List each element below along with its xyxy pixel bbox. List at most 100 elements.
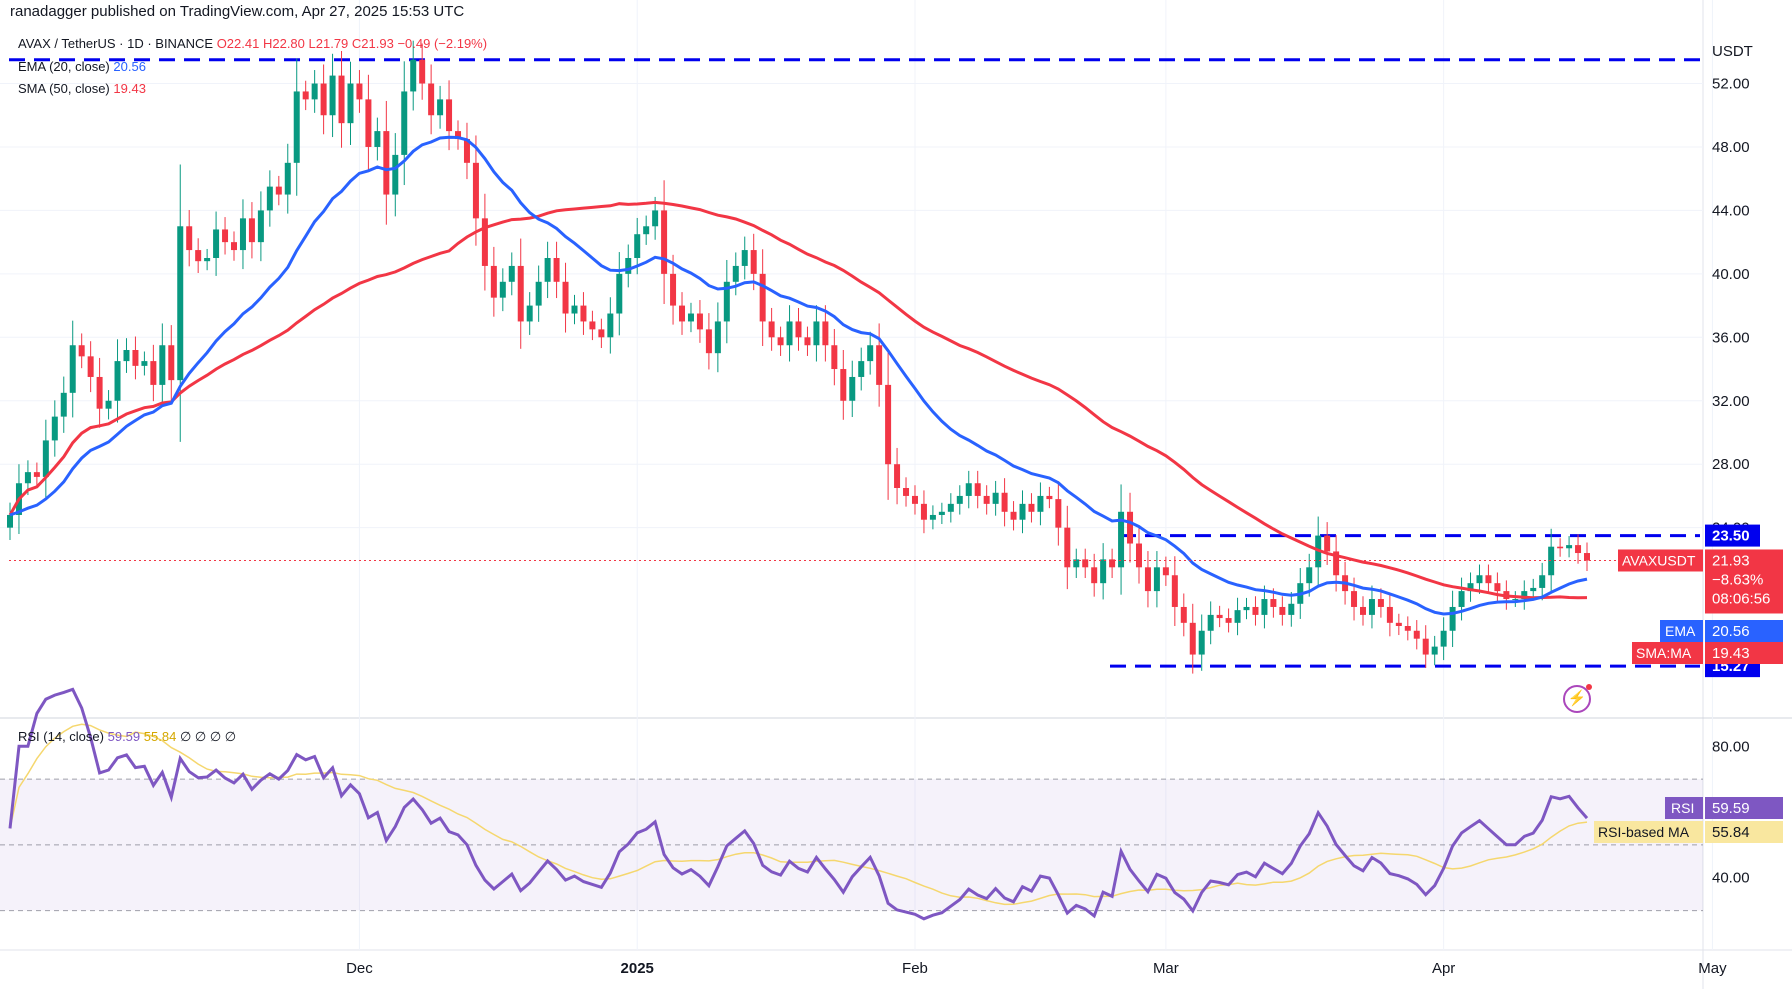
lightning-icon[interactable]: ⚡ bbox=[1563, 684, 1592, 713]
sma-legend-value: 19.43 bbox=[113, 81, 146, 96]
candle-body bbox=[1539, 575, 1546, 588]
candle-body bbox=[777, 337, 784, 346]
rsi-tag-label-bg bbox=[1665, 797, 1703, 819]
candle-body bbox=[903, 488, 910, 496]
candle-body bbox=[1135, 543, 1142, 568]
candle-body bbox=[222, 229, 229, 243]
candle-body bbox=[992, 492, 999, 504]
sma-tag-label: SMA:MA bbox=[1636, 645, 1692, 661]
candle-body bbox=[437, 99, 444, 116]
price-tick-label: 28.00 bbox=[1712, 456, 1750, 473]
candle-body bbox=[302, 91, 309, 100]
rsi-legend[interactable]: RSI (14, close) 59.59 55.84 ∅ ∅ ∅ ∅ bbox=[18, 729, 236, 745]
candle-body bbox=[562, 281, 569, 314]
candle-body bbox=[920, 503, 927, 520]
candle-body bbox=[1395, 622, 1402, 626]
candle-body bbox=[679, 305, 686, 322]
candle-body bbox=[365, 99, 372, 147]
candle-body bbox=[1359, 606, 1366, 615]
ema20-line bbox=[9, 135, 1588, 616]
price-tick-label: 48.00 bbox=[1712, 139, 1750, 156]
symbol-tag: AVAXUSDT bbox=[1622, 552, 1696, 568]
rsi-legend-extra: ∅ ∅ ∅ ∅ bbox=[179, 729, 237, 744]
ema-legend-value: 20.56 bbox=[113, 59, 146, 74]
candle-body bbox=[1109, 559, 1116, 568]
candle-body bbox=[1118, 511, 1125, 568]
candle-body bbox=[374, 131, 381, 147]
candle-body bbox=[1162, 567, 1169, 576]
candle-body bbox=[1261, 599, 1268, 615]
candle-body bbox=[1530, 587, 1537, 592]
candle-body bbox=[696, 313, 703, 330]
ohlc-low: L21.79 bbox=[308, 36, 349, 51]
candle-body bbox=[455, 131, 462, 140]
candle-body bbox=[795, 321, 802, 338]
candle-body bbox=[347, 83, 354, 124]
candle-body bbox=[1234, 610, 1241, 623]
candle-body bbox=[1171, 575, 1178, 607]
candle-body bbox=[1225, 618, 1232, 623]
candle-body bbox=[284, 162, 291, 195]
candle-body bbox=[1252, 606, 1259, 615]
rsi-tick-label: 80.00 bbox=[1712, 738, 1750, 755]
candle-body bbox=[1198, 630, 1205, 655]
candle-body bbox=[150, 361, 157, 385]
candle-body bbox=[831, 345, 838, 370]
candle-body bbox=[123, 350, 130, 362]
candle-body bbox=[499, 281, 506, 298]
sma-legend[interactable]: SMA (50, close) 19.43 bbox=[18, 81, 146, 96]
candle-body bbox=[1557, 546, 1564, 549]
candle-body bbox=[1494, 583, 1501, 592]
published-caption: ranadagger published on TradingView.com,… bbox=[10, 3, 465, 20]
candle-body bbox=[517, 265, 524, 322]
candle-body bbox=[1476, 575, 1483, 584]
candle-body bbox=[419, 59, 426, 84]
candle-body bbox=[266, 186, 273, 211]
candle-body bbox=[929, 514, 936, 520]
candle-body bbox=[750, 250, 757, 274]
candle-body bbox=[33, 472, 40, 477]
ohlc-high: H22.80 bbox=[262, 36, 305, 51]
candle-body bbox=[1153, 567, 1160, 592]
candle-body bbox=[616, 273, 623, 314]
candle-body bbox=[974, 483, 981, 496]
candle-body bbox=[51, 416, 58, 441]
candle-body bbox=[401, 91, 408, 155]
candle-body bbox=[723, 281, 730, 322]
candle-body bbox=[768, 321, 775, 338]
candle-body bbox=[535, 281, 542, 306]
candle-body bbox=[741, 250, 748, 266]
candle-body bbox=[1333, 551, 1340, 576]
candle-body bbox=[1584, 553, 1590, 561]
rsi-tag-value: 59.59 bbox=[1712, 800, 1750, 817]
candle-body bbox=[1386, 606, 1393, 623]
candle-body bbox=[652, 210, 659, 227]
price-tick-label: 40.00 bbox=[1712, 266, 1750, 283]
candle-body bbox=[1413, 630, 1420, 639]
ema-tag-label-bg bbox=[1660, 620, 1703, 642]
resistance-tag: 23.50 bbox=[1712, 528, 1750, 545]
rsi-tag-label: RSI bbox=[1671, 800, 1694, 816]
time-axis-label: May bbox=[1698, 960, 1727, 977]
candle-body bbox=[813, 321, 820, 346]
candle-body bbox=[1440, 630, 1447, 647]
candle-body bbox=[481, 218, 488, 266]
candle-body bbox=[204, 258, 211, 262]
rsi-tag-bg bbox=[1705, 797, 1783, 819]
candle-body bbox=[687, 313, 694, 322]
ohlc-close: C21.93 bbox=[351, 36, 394, 51]
last-change-tag: −8.63% bbox=[1712, 571, 1763, 588]
candle-body bbox=[1028, 503, 1035, 512]
candle-body bbox=[1216, 614, 1223, 619]
candle-body bbox=[177, 226, 184, 381]
symbol-legend[interactable]: AVAX / TetherUS · 1D · BINANCE O22.41 H2… bbox=[18, 36, 487, 51]
rsi-ma-legend-value: 55.84 bbox=[143, 729, 177, 744]
candle-body bbox=[410, 59, 417, 92]
ema-legend[interactable]: EMA (20, close) 20.56 bbox=[18, 59, 146, 74]
rsi-ma-tag-bg bbox=[1705, 821, 1783, 843]
candle-body bbox=[1091, 567, 1098, 584]
ohlc-change: −0.49 (−2.19%) bbox=[397, 36, 488, 51]
candle-body bbox=[338, 75, 345, 124]
rsi-tick-label: 40.00 bbox=[1712, 870, 1750, 887]
